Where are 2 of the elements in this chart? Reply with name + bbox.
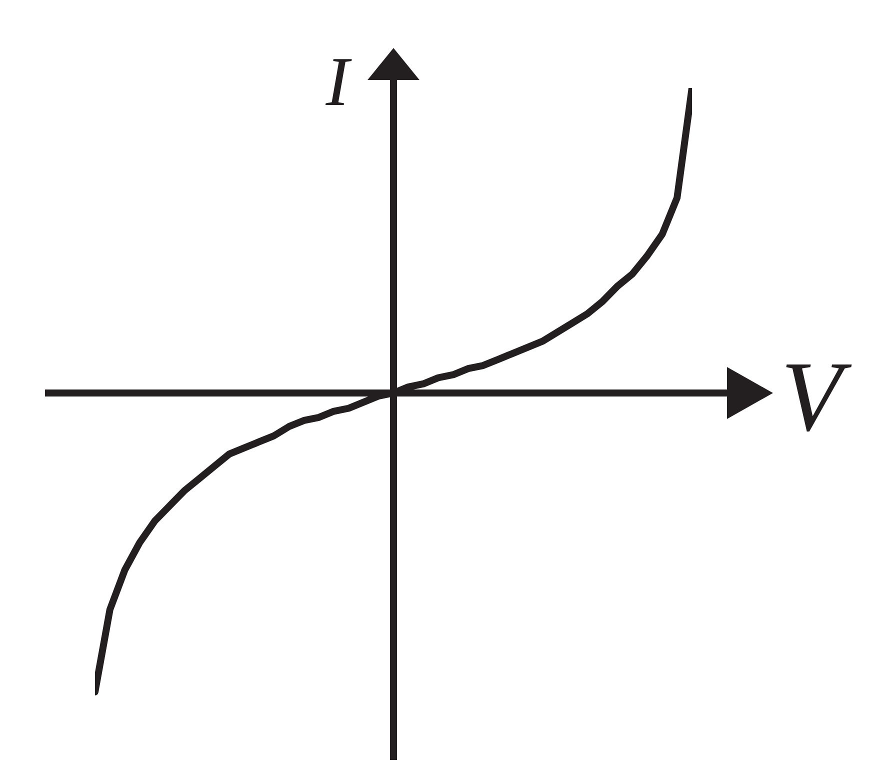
y-axis-title: I xyxy=(324,44,353,121)
x-axis-title: V xyxy=(781,341,852,452)
